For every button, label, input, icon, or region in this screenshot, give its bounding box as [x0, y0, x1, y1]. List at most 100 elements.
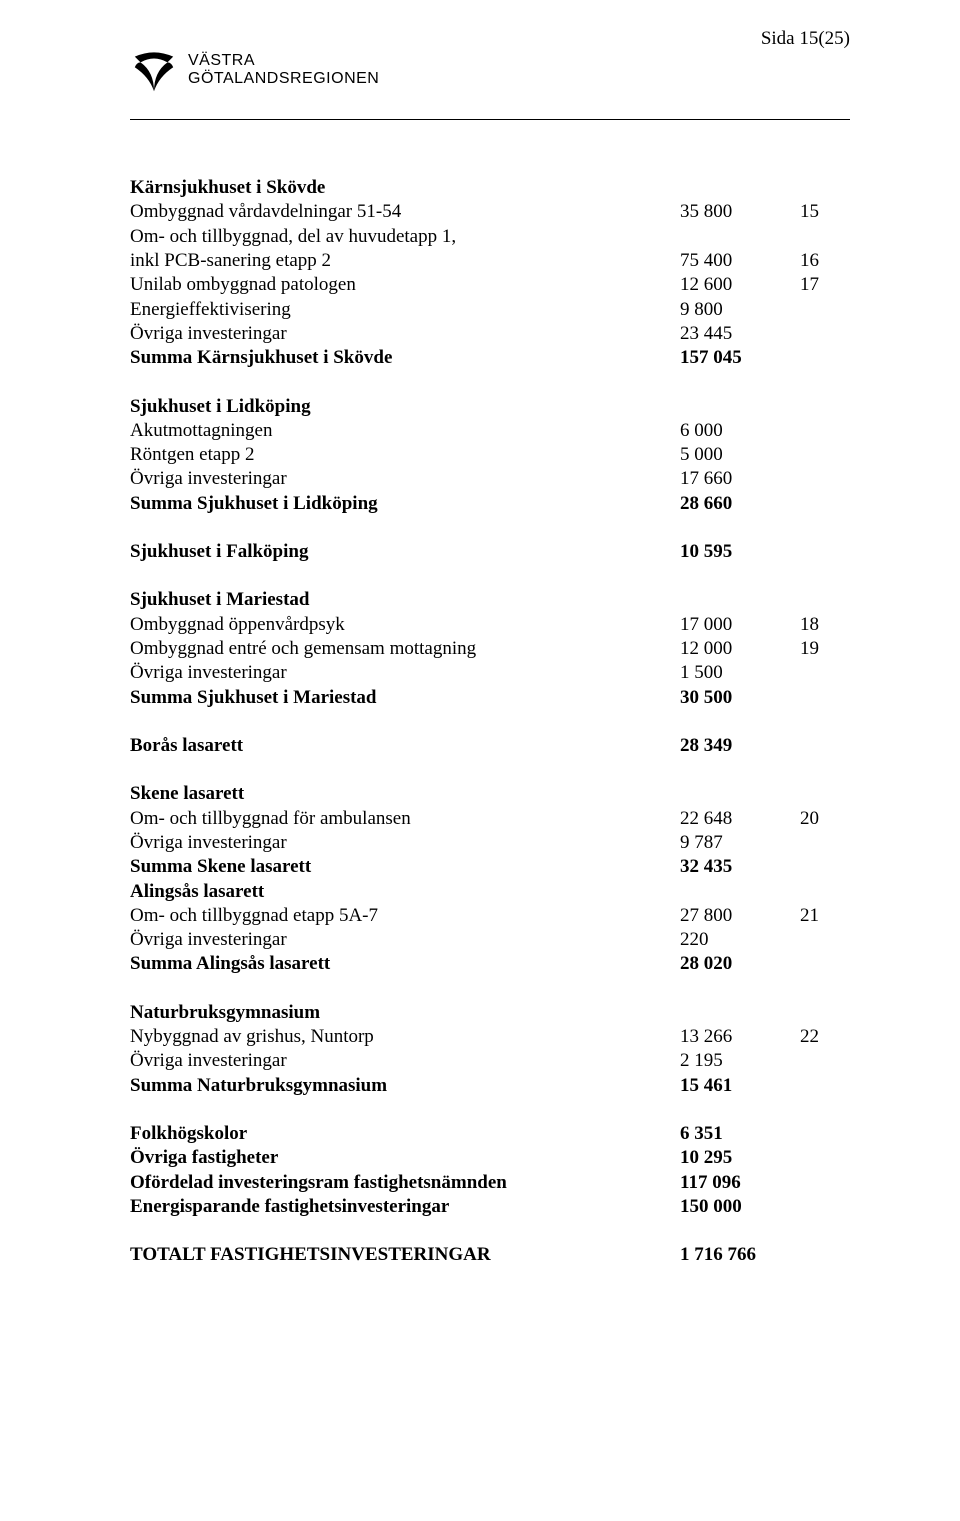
row-label: Om- och tillbyggnad etapp 5A-7	[130, 904, 680, 928]
row-value: 75 400	[680, 249, 800, 273]
row-label: Sjukhuset i Falköping	[130, 540, 680, 564]
section-gap	[130, 564, 850, 588]
table-row: Sjukhuset i Mariestad	[130, 588, 850, 612]
row-label: inkl PCB-sanering etapp 2	[130, 249, 680, 273]
row-label: Summa Alingsås lasarett	[130, 952, 680, 976]
section-gap	[130, 758, 850, 782]
row-label: Sjukhuset i Lidköping	[130, 395, 680, 419]
row-label: Skene lasarett	[130, 782, 680, 806]
row-value: 27 800	[680, 904, 800, 928]
row-value: 157 045	[680, 346, 800, 370]
row-ref	[800, 1122, 850, 1146]
row-value: 10 295	[680, 1146, 800, 1170]
row-ref: 22	[800, 1025, 850, 1049]
table-row: Akutmottagningen6 000	[130, 419, 850, 443]
row-value: 12 600	[680, 273, 800, 297]
row-value: 2 195	[680, 1049, 800, 1073]
row-value: 22 648	[680, 807, 800, 831]
row-ref	[800, 855, 850, 879]
row-value: 9 800	[680, 298, 800, 322]
row-label: Nybyggnad av grishus, Nuntorp	[130, 1025, 680, 1049]
row-value	[680, 176, 800, 200]
table-row: Övriga investeringar9 787	[130, 831, 850, 855]
row-label: Summa Kärnsjukhuset i Skövde	[130, 346, 680, 370]
row-value: 220	[680, 928, 800, 952]
row-ref: 18	[800, 613, 850, 637]
row-ref	[800, 419, 850, 443]
row-value: 17 660	[680, 467, 800, 491]
section-gap	[130, 977, 850, 1001]
row-ref: 16	[800, 249, 850, 273]
row-ref	[800, 831, 850, 855]
row-label: Energieffektivisering	[130, 298, 680, 322]
row-value: 28 020	[680, 952, 800, 976]
row-label: Energisparande fastighetsinvesteringar	[130, 1195, 680, 1219]
table-row: Sjukhuset i Falköping10 595	[130, 540, 850, 564]
row-ref	[800, 880, 850, 904]
row-ref	[800, 467, 850, 491]
row-label: Naturbruksgymnasium	[130, 1001, 680, 1025]
table-row: Unilab ombyggnad patologen12 60017	[130, 273, 850, 297]
row-label: Summa Skene lasarett	[130, 855, 680, 879]
row-label: Summa Sjukhuset i Lidköping	[130, 492, 680, 516]
row-value: 5 000	[680, 443, 800, 467]
row-value: 10 595	[680, 540, 800, 564]
row-label: Unilab ombyggnad patologen	[130, 273, 680, 297]
row-ref	[800, 176, 850, 200]
table-row: Om- och tillbyggnad etapp 5A-727 80021	[130, 904, 850, 928]
row-ref	[800, 734, 850, 758]
table-row: Röntgen etapp 25 000	[130, 443, 850, 467]
section-gap	[130, 1098, 850, 1122]
table-row: Energieffektivisering9 800	[130, 298, 850, 322]
row-label: Övriga investeringar	[130, 1049, 680, 1073]
table-row: Summa Sjukhuset i Mariestad30 500	[130, 686, 850, 710]
row-ref	[800, 443, 850, 467]
row-ref	[800, 540, 850, 564]
table-row: Övriga investeringar17 660	[130, 467, 850, 491]
table-row: Kärnsjukhuset i Skövde	[130, 176, 850, 200]
section-gap	[130, 1219, 850, 1243]
row-label: Borås lasarett	[130, 734, 680, 758]
row-label: Ombyggnad entré och gemensam mottagning	[130, 637, 680, 661]
row-value	[680, 880, 800, 904]
row-label: Kärnsjukhuset i Skövde	[130, 176, 680, 200]
row-label: Övriga investeringar	[130, 928, 680, 952]
row-value: 1 716 766	[680, 1243, 800, 1267]
row-ref	[800, 395, 850, 419]
content-table: Kärnsjukhuset i SkövdeOmbyggnad vårdavde…	[130, 176, 850, 1268]
row-label: Övriga investeringar	[130, 322, 680, 346]
row-ref	[800, 492, 850, 516]
row-value: 6 000	[680, 419, 800, 443]
row-label: Akutmottagningen	[130, 419, 680, 443]
row-value	[680, 782, 800, 806]
row-value: 1 500	[680, 661, 800, 685]
row-ref	[800, 1049, 850, 1073]
row-ref	[800, 1001, 850, 1025]
vg-logo-icon	[130, 48, 178, 101]
row-ref	[800, 1195, 850, 1219]
row-value: 9 787	[680, 831, 800, 855]
table-row: Summa Skene lasarett32 435	[130, 855, 850, 879]
row-ref	[800, 346, 850, 370]
row-ref: 15	[800, 200, 850, 224]
table-row: Alingsås lasarett	[130, 880, 850, 904]
table-row: Folkhögskolor6 351	[130, 1122, 850, 1146]
table-row: Övriga investeringar220	[130, 928, 850, 952]
table-row: Summa Sjukhuset i Lidköping28 660	[130, 492, 850, 516]
page-header: VÄSTRA GÖTALANDSREGIONEN Sida 15(25)	[130, 48, 850, 101]
row-value: 35 800	[680, 200, 800, 224]
table-row: Övriga investeringar2 195	[130, 1049, 850, 1073]
table-row: Övriga investeringar23 445	[130, 322, 850, 346]
row-value: 13 266	[680, 1025, 800, 1049]
table-row: Ofördelad investeringsram fastighetsnämn…	[130, 1171, 850, 1195]
table-row: Summa Alingsås lasarett28 020	[130, 952, 850, 976]
section-gap	[130, 516, 850, 540]
logo-line1: VÄSTRA	[188, 52, 379, 70]
row-label: Alingsås lasarett	[130, 880, 680, 904]
table-row: Skene lasarett	[130, 782, 850, 806]
table-row: Summa Naturbruksgymnasium15 461	[130, 1074, 850, 1098]
table-row: Övriga fastigheter10 295	[130, 1146, 850, 1170]
row-label: Övriga investeringar	[130, 831, 680, 855]
logo-block: VÄSTRA GÖTALANDSREGIONEN	[130, 48, 379, 101]
table-row: Om- och tillbyggnad, del av huvudetapp 1…	[130, 225, 850, 249]
